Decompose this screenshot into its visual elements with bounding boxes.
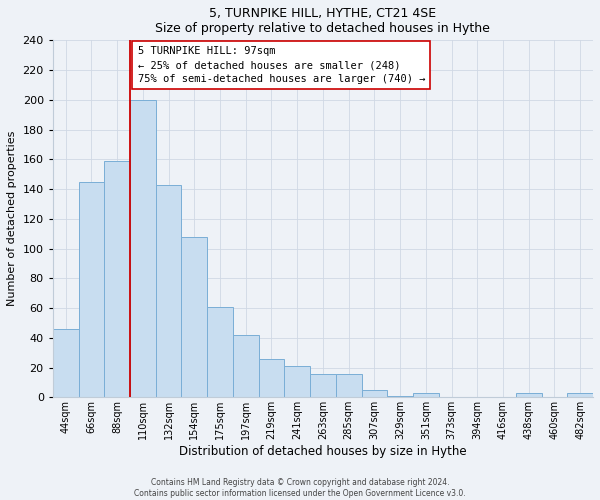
Text: Contains HM Land Registry data © Crown copyright and database right 2024.
Contai: Contains HM Land Registry data © Crown c… (134, 478, 466, 498)
X-axis label: Distribution of detached houses by size in Hythe: Distribution of detached houses by size … (179, 445, 467, 458)
Bar (207, 306, 233, 398)
Bar (284, 366, 310, 398)
Title: 5, TURNPIKE HILL, HYTHE, CT21 4SE
Size of property relative to detached houses i: 5, TURNPIKE HILL, HYTHE, CT21 4SE Size o… (155, 7, 490, 35)
Bar (516, 393, 542, 398)
Bar (336, 374, 362, 398)
Bar (310, 374, 336, 398)
Bar (362, 390, 387, 398)
Bar (568, 393, 593, 398)
Y-axis label: Number of detached properties: Number of detached properties (7, 131, 17, 306)
Bar (233, 335, 259, 398)
Bar (79, 182, 104, 398)
Bar (413, 393, 439, 398)
Bar (104, 161, 130, 398)
Bar (155, 184, 181, 398)
Bar (130, 100, 155, 398)
Bar (259, 358, 284, 398)
Bar (387, 396, 413, 398)
Bar (53, 329, 79, 398)
Text: 5 TURNPIKE HILL: 97sqm
← 25% of detached houses are smaller (248)
75% of semi-de: 5 TURNPIKE HILL: 97sqm ← 25% of detached… (137, 46, 425, 84)
Bar (181, 236, 207, 398)
